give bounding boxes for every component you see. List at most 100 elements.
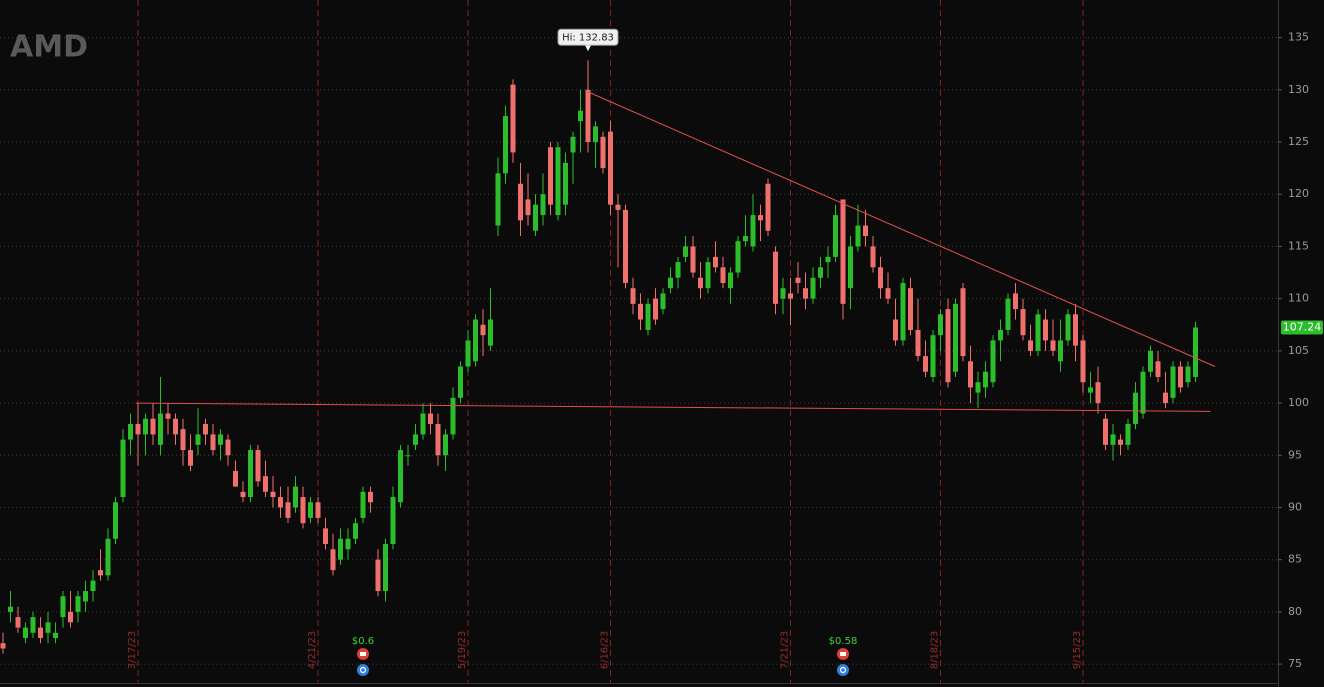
x-tick-label: 6/16/23: [600, 631, 611, 670]
y-tick-label: 85: [1288, 553, 1302, 566]
candle-body: [1155, 361, 1161, 377]
candle-body: [1163, 392, 1168, 404]
candle-body: [143, 418, 148, 435]
candle-body: [1185, 366, 1191, 383]
y-tick-label: 125: [1288, 135, 1309, 148]
high-label: Hi: 132.83: [562, 32, 614, 43]
y-tick-label: 90: [1288, 500, 1302, 513]
candle-body: [765, 183, 771, 231]
x-tick-label: 7/21/23: [780, 631, 791, 670]
candle-body: [968, 361, 973, 388]
earnings-icon-inner: [839, 666, 847, 674]
candle-body: [690, 246, 696, 273]
y-tick-label: 130: [1288, 83, 1309, 96]
candle-body: [975, 382, 981, 393]
event-label: $0.58: [829, 636, 858, 647]
candle-body: [810, 277, 816, 299]
candle-body: [15, 617, 21, 628]
candle-body: [173, 418, 178, 435]
candle-body: [653, 298, 658, 320]
candle-body: [105, 538, 111, 576]
candle-body: [0, 643, 6, 649]
candle-body: [188, 450, 193, 466]
candle-body: [473, 319, 478, 362]
candle-body: [825, 256, 831, 263]
candle-body: [353, 523, 358, 539]
candle-body: [1110, 434, 1116, 445]
candle-body: [803, 288, 808, 299]
y-tick-label: 115: [1288, 239, 1309, 252]
candle-body: [1193, 327, 1198, 377]
candle-body: [90, 580, 96, 592]
candle-body: [285, 502, 291, 518]
candle-body: [645, 303, 651, 330]
candle-body: [720, 267, 726, 283]
candle-body: [1088, 387, 1093, 393]
candle-body: [428, 413, 433, 424]
candle-body: [398, 450, 403, 503]
candle-body: [615, 204, 621, 210]
y-tick-label: 135: [1288, 31, 1309, 44]
candle-body: [1170, 366, 1176, 398]
candle-body: [563, 162, 568, 205]
candle-body: [330, 549, 336, 571]
candle-body: [308, 502, 313, 518]
y-tick-label: 110: [1288, 292, 1309, 305]
candle-body: [300, 497, 306, 524]
candle-body: [113, 502, 118, 539]
candle-body: [608, 131, 613, 205]
candle-body: [788, 293, 793, 299]
candle-body: [1118, 439, 1123, 445]
candle-body: [990, 340, 996, 383]
candle-body: [848, 246, 853, 289]
candle-body: [323, 528, 328, 545]
candle-body: [165, 413, 171, 419]
candle-body: [578, 110, 583, 122]
x-tick-label: 4/21/23: [307, 631, 318, 670]
candle-body: [60, 596, 66, 618]
candle-body: [510, 84, 516, 153]
candle-body: [780, 288, 786, 299]
candle-body: [45, 622, 51, 633]
candle-body: [923, 356, 928, 372]
y-tick-label: 105: [1288, 344, 1309, 357]
candle-body: [270, 491, 276, 498]
y-tick-label: 120: [1288, 187, 1309, 200]
event-icon-inner: [360, 652, 366, 656]
candle-body: [23, 627, 28, 639]
candle-body: [1178, 366, 1183, 388]
candle-body: [945, 309, 951, 383]
x-tick-label: 5/19/23: [457, 631, 468, 670]
candle-body: [953, 303, 958, 372]
candle-body: [8, 606, 13, 612]
candle-body: [668, 277, 673, 289]
candle-body: [1058, 340, 1063, 362]
candle-body: [53, 632, 58, 639]
candle-body: [128, 423, 133, 440]
candle-body: [248, 450, 253, 498]
candle-body: [773, 251, 778, 304]
candle-body: [195, 434, 201, 445]
candle-body: [458, 366, 463, 398]
candle-body: [713, 256, 718, 268]
candle-body: [683, 246, 688, 257]
candle-body: [885, 288, 891, 299]
candle-body: [278, 497, 283, 508]
candle-body: [383, 544, 388, 592]
candle-body: [263, 476, 268, 492]
watermark: AMD: [10, 30, 88, 65]
candle-body: [660, 293, 666, 310]
y-tick-label: 100: [1288, 396, 1309, 409]
candle-body: [405, 455, 411, 457]
candle-body: [555, 147, 561, 216]
candle-body: [345, 538, 351, 550]
candle-body: [420, 413, 426, 435]
candle-body: [585, 89, 591, 143]
candle-body: [360, 491, 366, 518]
candle-body: [863, 225, 868, 236]
candle-body: [893, 319, 898, 341]
candle-body: [623, 209, 628, 283]
high-label-pointer: [585, 45, 591, 52]
candle-body: [75, 596, 81, 612]
